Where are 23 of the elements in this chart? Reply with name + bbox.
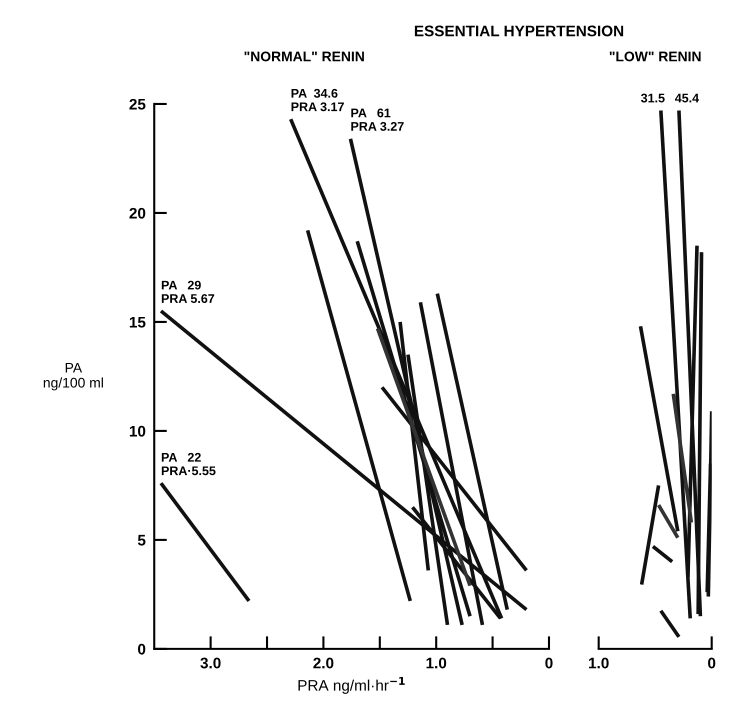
x-tick-label: 1.0: [589, 658, 609, 668]
chart-subtitle: "NORMAL" RENIN: [244, 52, 364, 62]
y-tick-label: 5: [138, 534, 146, 546]
annotation: 45.4: [674, 94, 700, 102]
annotation: PA 34.6 PRA 3.17: [292, 88, 344, 112]
annotation: PA 22 PRA·5.55: [162, 452, 216, 476]
annotation: PA 61 PRA 3.27: [351, 108, 404, 131]
annotation: PA 29 PRA 5.67: [162, 280, 214, 304]
y-tick-label: 10: [130, 426, 146, 437]
y-tick-label: 25: [129, 98, 146, 110]
x-tick-label: 3.0: [200, 658, 221, 668]
y-tick-label: 20: [129, 208, 146, 219]
x-tick-label: 0: [708, 658, 716, 668]
y-axis-title: PA ng/100 ml: [44, 362, 103, 390]
x-tick-label: 2.0: [313, 658, 334, 668]
chart-subtitle: "LOW" RENIN: [610, 52, 701, 62]
x-tick-label: 0: [545, 658, 553, 668]
chart-title: ESSENTIAL HYPERTENSION: [414, 26, 624, 36]
x-tick-label: 1.0: [426, 658, 446, 668]
annotation: 31.5: [640, 94, 665, 102]
y-tick-label: 15: [130, 316, 146, 328]
y-tick-label: 0: [138, 644, 146, 655]
x-axis-title: PRA ng/ml·hr$^{−1}$: [298, 677, 405, 694]
